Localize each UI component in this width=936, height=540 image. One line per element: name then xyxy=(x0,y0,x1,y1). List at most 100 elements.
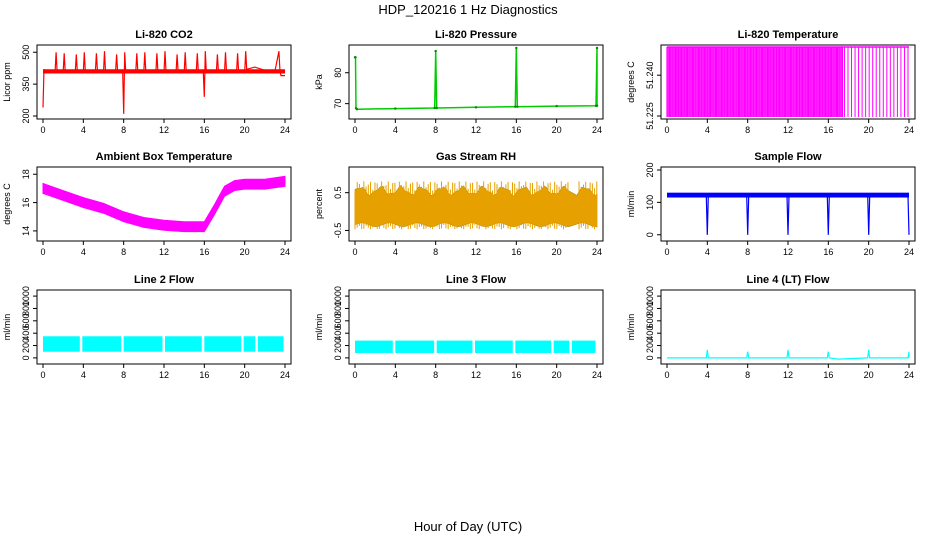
data-band xyxy=(667,192,909,198)
series-group xyxy=(42,51,285,114)
y-tick-label: 500 xyxy=(21,45,31,60)
data-band xyxy=(355,340,393,353)
x-tick-label: 4 xyxy=(81,247,86,257)
x-tick-label: 20 xyxy=(552,247,562,257)
x-tick-label: 12 xyxy=(783,247,793,257)
data-point xyxy=(394,107,397,110)
figure-xlabel: Hour of Day (UTC) xyxy=(414,519,522,534)
x-tick-label: 16 xyxy=(511,125,521,135)
y-tick-label: 400 xyxy=(645,326,655,341)
x-tick-label: 0 xyxy=(352,125,357,135)
x-tick-label: 20 xyxy=(240,370,250,380)
y-tick-label: 600 xyxy=(645,313,655,328)
x-tick-label: 12 xyxy=(783,370,793,380)
x-tick-label: 24 xyxy=(592,370,602,380)
data-band xyxy=(571,340,596,353)
x-tick-label: 0 xyxy=(40,247,45,257)
data-band xyxy=(43,336,80,352)
data-band xyxy=(395,340,435,353)
x-tick-label: 0 xyxy=(352,370,357,380)
x-tick-label: 16 xyxy=(199,125,209,135)
data-line xyxy=(354,47,598,110)
data-point xyxy=(433,106,436,110)
data-line xyxy=(666,193,910,235)
chart-panel-2: Li-820 Pressure kPa 0 4 8 12 16 20 24 70 80 xyxy=(314,29,604,135)
x-tick-label: 4 xyxy=(705,370,710,380)
data-band xyxy=(515,340,552,353)
x-tick-label: 4 xyxy=(81,125,86,135)
y-tick-label: 0 xyxy=(645,232,655,237)
y-tick-label: 70 xyxy=(333,99,343,109)
x-tick-label: 12 xyxy=(159,125,169,135)
x-tick-label: 0 xyxy=(352,247,357,257)
x-tick-label: 20 xyxy=(552,370,562,380)
x-tick-label: 8 xyxy=(745,125,750,135)
data-point xyxy=(514,105,517,108)
y-tick-label: 0 xyxy=(21,355,31,360)
data-band xyxy=(257,336,284,352)
x-tick-label: 12 xyxy=(471,125,481,135)
data-line xyxy=(42,51,285,114)
panel-title: Ambient Box Temperature xyxy=(96,151,233,163)
series-group xyxy=(42,175,286,233)
x-tick-label: 8 xyxy=(433,370,438,380)
x-tick-label: 16 xyxy=(199,370,209,380)
data-band xyxy=(474,340,513,353)
x-tick-label: 24 xyxy=(904,370,914,380)
y-axis-label: degrees C xyxy=(2,183,12,225)
x-tick-label: 8 xyxy=(433,247,438,257)
y-axis-label: degrees C xyxy=(626,61,636,103)
panel-title: Li-820 Pressure xyxy=(435,29,517,41)
x-tick-label: 24 xyxy=(904,247,914,257)
x-tick-label: 4 xyxy=(393,247,398,257)
panel-title: Li-820 CO2 xyxy=(135,29,192,41)
x-tick-label: 12 xyxy=(159,370,169,380)
chart-panel-1: Li-820 CO2 Licor ppm 0 4 8 12 16 20 24 200 350 500 xyxy=(2,29,292,135)
y-tick-label: 350 xyxy=(21,77,31,92)
y-tick-label: 1000 xyxy=(333,286,343,306)
data-band xyxy=(436,340,473,353)
data-band xyxy=(165,336,202,352)
x-tick-label: 24 xyxy=(904,125,914,135)
y-tick-label: 0 xyxy=(645,355,655,360)
chart-panel-8: Line 3 Flow ml/min 0 4 8 12 16 20 24 0 20040060080… xyxy=(314,274,604,380)
y-axis-label: ml/min xyxy=(626,191,636,218)
figure-title: HDP_120216 1 Hz Diagnostics xyxy=(378,2,558,17)
panel-title: Li-820 Temperature xyxy=(738,29,839,41)
x-tick-label: 12 xyxy=(471,247,481,257)
data-point xyxy=(555,104,558,108)
y-tick-label: -0.5 xyxy=(333,223,343,239)
y-tick-label: 200 xyxy=(645,338,655,353)
x-tick-label: 4 xyxy=(81,370,86,380)
data-point xyxy=(435,106,438,110)
x-tick-label: 8 xyxy=(121,370,126,380)
x-tick-label: 8 xyxy=(745,247,750,257)
x-tick-label: 20 xyxy=(240,125,250,135)
x-tick-label: 24 xyxy=(280,125,290,135)
panel-title: Line 4 (LT) Flow xyxy=(747,274,830,286)
y-tick-label: 14 xyxy=(21,226,31,236)
chart-panel-3: Li-820 Temperature degrees C 0 4 8 12 16 20 24 51… xyxy=(626,29,916,135)
x-tick-label: 0 xyxy=(664,370,669,380)
data-point xyxy=(595,46,599,50)
panel-title: Sample Flow xyxy=(754,151,822,163)
panel-title: Gas Stream RH xyxy=(436,151,516,163)
panel-title: Line 3 Flow xyxy=(446,274,506,286)
series-group xyxy=(43,336,284,352)
x-tick-label: 12 xyxy=(471,370,481,380)
x-tick-label: 8 xyxy=(433,125,438,135)
x-tick-label: 8 xyxy=(121,125,126,135)
x-tick-label: 16 xyxy=(511,247,521,257)
y-tick-label: 400 xyxy=(21,326,31,341)
x-tick-label: 24 xyxy=(280,370,290,380)
x-tick-label: 4 xyxy=(705,125,710,135)
y-tick-label: 1000 xyxy=(645,286,655,306)
series-group xyxy=(667,349,910,360)
y-axis-label: ml/min xyxy=(2,314,12,341)
x-tick-label: 24 xyxy=(592,247,602,257)
x-tick-label: 24 xyxy=(592,125,602,135)
y-axis-label: ml/min xyxy=(626,314,636,341)
y-tick-label: 600 xyxy=(21,313,31,328)
y-tick-label: 200 xyxy=(645,162,655,177)
